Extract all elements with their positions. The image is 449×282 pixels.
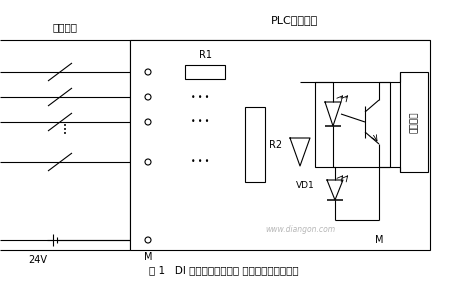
Text: •: • bbox=[63, 131, 67, 137]
Text: •: • bbox=[63, 123, 67, 129]
Text: 图 1   DI 模块直流输入电路 源型灌电流输入电路: 图 1 DI 模块直流输入电路 源型灌电流输入电路 bbox=[149, 265, 299, 275]
Bar bbox=[130, 40, 430, 250]
Text: PLC内部接线: PLC内部接线 bbox=[271, 15, 319, 25]
Circle shape bbox=[145, 94, 151, 100]
Text: R1: R1 bbox=[198, 50, 211, 60]
Text: • • •: • • • bbox=[191, 158, 209, 166]
Text: M: M bbox=[375, 235, 383, 245]
Circle shape bbox=[145, 159, 151, 165]
Text: 至处理器: 至处理器 bbox=[409, 111, 418, 133]
Bar bbox=[185, 65, 225, 79]
Text: 外部接线: 外部接线 bbox=[53, 22, 78, 32]
Text: VD1: VD1 bbox=[296, 182, 315, 191]
Text: • • •: • • • bbox=[191, 92, 209, 102]
Text: R2: R2 bbox=[269, 140, 282, 150]
Circle shape bbox=[145, 119, 151, 125]
Bar bbox=[400, 72, 428, 172]
Bar bbox=[245, 107, 265, 182]
Text: •: • bbox=[63, 127, 67, 133]
Text: • • •: • • • bbox=[191, 118, 209, 127]
Circle shape bbox=[145, 69, 151, 75]
Circle shape bbox=[145, 237, 151, 243]
Text: www.diangon.com: www.diangon.com bbox=[265, 226, 335, 235]
Text: M: M bbox=[144, 252, 152, 262]
Text: 24V: 24V bbox=[28, 255, 48, 265]
Bar bbox=[315, 82, 390, 167]
